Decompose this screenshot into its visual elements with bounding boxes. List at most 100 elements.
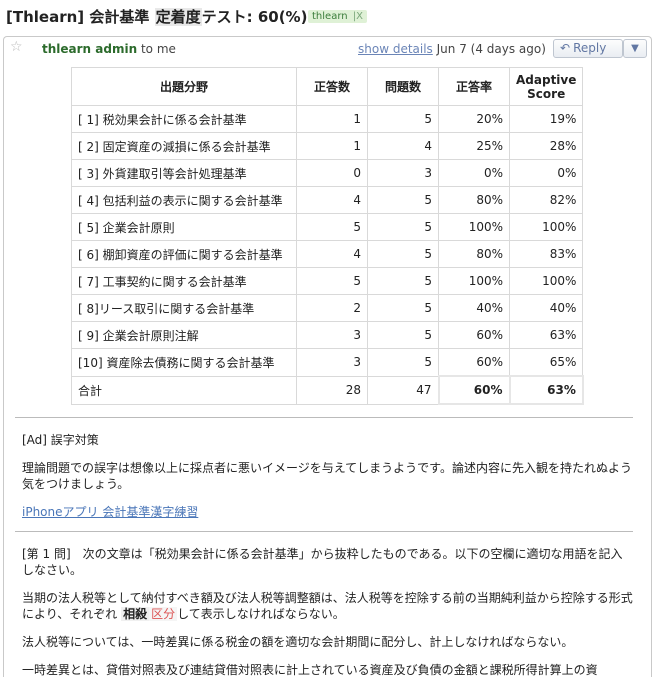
table-cell-value: 63% [508,321,584,349]
divider [15,417,633,418]
table-cell-value: 20% [438,105,510,133]
sender-line: thlearn admin to me [42,42,176,56]
sender-name[interactable]: thlearn admin [42,42,138,56]
table-cell-value: 5 [367,348,439,377]
table-cell-value: 5 [367,186,439,214]
ad-link[interactable]: iPhoneアプリ 会計基準漢字練習 [22,505,199,519]
table-cell-value: 5 [367,321,439,349]
col-header-correct: 正答数 [296,67,368,106]
table-row: [ 2] 固定資産の減損に係る会計基準 1 4 25% 28% [71,132,584,160]
table-cell-value: 19% [508,105,584,133]
table-cell-value: 40% [508,294,584,322]
table-cell-field: [ 3] 外貨建取引等会計処理基準 [71,159,297,187]
table-cell-value: 100% [438,267,510,295]
question-paragraph-3: 一時差異とは、貸借対照表及び連結貸借対照表に計上されている資産及び負債の金額と課… [22,663,598,677]
table-cell-value: 80% [438,240,510,268]
table-cell-value: 82% [508,186,584,214]
table-row: [ 5] 企業会計原則 5 5 100% 100% [71,213,584,241]
reply-button[interactable]: ↶ Reply [553,39,623,58]
answer-blank-1: 相殺 [121,607,150,621]
total-value: 47 [367,375,439,405]
table-cell-value: 80% [438,186,510,214]
col-header-field: 出題分野 [71,67,297,106]
table-body: [ 1] 税効果会計に係る会計基準 1 5 20% 19%[ 2] 固定資産の減損に係る… [71,105,584,405]
table-cell-value: 3 [296,348,368,377]
question-p1-text: 当期の法人税等として納付すべき額及び法人税等調整額は、法人税等を控除する前の当期… [22,591,633,621]
table-cell-field: [ 6] 棚卸資産の評価に関する会計基準 [71,240,297,268]
table-total-row: 合計 28 47 60% 63% [71,375,584,405]
table-cell-value: 4 [367,132,439,160]
table-cell-value: 4 [296,186,368,214]
table-cell-value: 5 [367,105,439,133]
table-cell-value: 60% [438,321,510,349]
subject-suffix: テスト: 60(%) [201,8,308,26]
col-header-total: 問題数 [367,67,439,106]
ad-body: 理論問題での誤字は想像以上に採点者に悪いイメージを与えてしまうようです。論述内容… [22,461,632,491]
message-meta: show details Jun 7 (4 days ago) [358,42,546,56]
table-cell-value: 5 [367,213,439,241]
table-cell-value: 5 [367,294,439,322]
table-cell-value: 25% [438,132,510,160]
star-icon[interactable]: ☆ [10,39,23,55]
table-cell-value: 100% [438,213,510,241]
label-remove-button[interactable]: |X [352,11,364,22]
table-cell-value: 5 [296,267,368,295]
table-row: [ 9] 企業会計原則注解 3 5 60% 63% [71,321,584,349]
table-cell-value: 0 [296,159,368,187]
reply-more-button[interactable]: ▼ [623,39,647,58]
table-cell-field: [ 5] 企業会計原則 [71,213,297,241]
table-cell-value: 100% [508,213,584,241]
subject-highlight: 定着度 [154,8,202,26]
divider [15,531,633,532]
question-paragraph-1: 当期の法人税等として納付すべき額及び法人税等調整額は、法人税等を控除する前の当期… [22,590,634,622]
message-date: Jun 7 (4 days ago) [436,42,546,56]
question-paragraph-2: 法人税等については、一時差異に係る税金の額を適切な会計期間に配分し、計上しなけれ… [22,635,574,649]
recipient-text: to me [140,42,176,56]
table-cell-field: [10] 資産除去債務に関する会計基準 [71,348,297,377]
table-cell-value: 3 [296,321,368,349]
table-cell-value: 83% [508,240,584,268]
col-header-adaptive: Adaptive Score [508,67,584,106]
question-p1-text-end: して表示しなければならない。 [177,607,345,621]
table-cell-value: 0% [508,159,584,187]
total-value: 28 [296,375,368,405]
table-cell-field: [ 4] 包括利益の表示に関する会計基準 [71,186,297,214]
table-row: [10] 資産除去債務に関する会計基準 3 5 60% 65% [71,348,584,377]
table-cell-value: 100% [508,267,584,295]
score-table: 出題分野 正答数 問題数 正答率 Adaptive Score [ 1] 税効果… [71,67,584,405]
table-cell-field: [ 9] 企業会計原則注解 [71,321,297,349]
table-header-row: 出題分野 正答数 問題数 正答率 Adaptive Score [71,67,584,106]
table-cell-field: [ 1] 税効果会計に係る会計基準 [71,105,297,133]
table-cell-value: 1 [296,105,368,133]
message-card: ☆ thlearn admin to me show details Jun 7… [3,36,652,677]
table-cell-field: [ 8]リース取引に関する会計基準 [71,294,297,322]
table-cell-value: 1 [296,132,368,160]
show-details-link[interactable]: show details [358,42,433,56]
table-row: [ 7] 工事契約に関する会計基準 5 5 100% 100% [71,267,584,295]
ad-title: [Ad] 誤字対策 [22,433,99,447]
table-row: [ 1] 税効果会計に係る会計基準 1 5 20% 19% [71,105,584,133]
email-subject: [Thlearn] 会計基準 定着度テスト: 60(%) [6,6,307,27]
table-cell-value: 5 [367,240,439,268]
table-cell-value: 2 [296,294,368,322]
table-row: [ 4] 包括利益の表示に関する会計基準 4 5 80% 82% [71,186,584,214]
table-cell-value: 5 [296,213,368,241]
table-cell-value: 65% [508,348,584,377]
table-cell-value: 3 [367,159,439,187]
table-cell-field: [ 2] 固定資産の減損に係る会計基準 [71,132,297,160]
table-cell-value: 28% [508,132,584,160]
table-row: [ 8]リース取引に関する会計基準 2 5 40% 40% [71,294,584,322]
table-cell-field: [ 7] 工事契約に関する会計基準 [71,267,297,295]
col-header-rate: 正答率 [438,67,510,106]
reply-label: Reply [573,41,607,55]
total-label: 合計 [71,375,297,405]
label-name[interactable]: thlearn [312,11,348,22]
total-value: 63% [508,375,584,405]
table-cell-value: 4 [296,240,368,268]
question-intro: [第 1 問] 次の文章は「税効果会計に係る会計基準」から抜粋したものである。以… [22,547,623,577]
total-value: 60% [437,375,511,405]
label-chip[interactable]: thlearn |X [308,10,368,23]
chevron-down-icon: ▼ [631,43,639,54]
table-row: [ 3] 外貨建取引等会計処理基準 0 3 0% 0% [71,159,584,187]
subject-prefix: [Thlearn] 会計基準 [6,8,155,26]
